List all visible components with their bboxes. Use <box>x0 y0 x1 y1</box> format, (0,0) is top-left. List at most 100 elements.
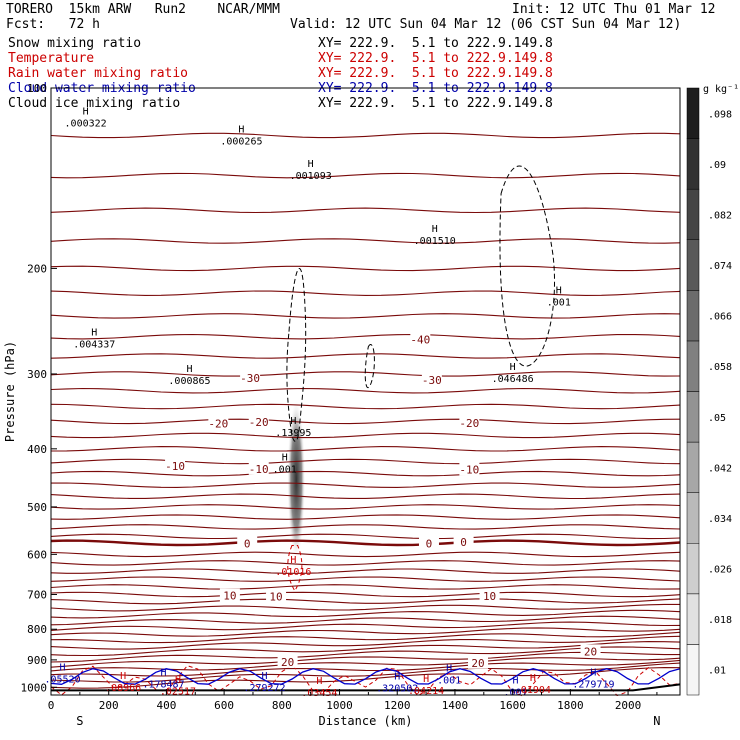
colorbar-label: .082 <box>708 210 732 221</box>
colorbar-label: .058 <box>708 362 732 373</box>
y-tick-label: 600 <box>27 548 47 561</box>
colorbar-label: .026 <box>708 565 732 576</box>
colorbar-label: .098 <box>708 109 732 120</box>
colorbar-label: .066 <box>708 312 732 323</box>
max-marker: H <box>556 286 562 297</box>
colorbar-label: .05 <box>708 413 726 424</box>
field-name-snow: Snow mixing ratio <box>8 36 142 51</box>
max-value: .01016 <box>275 567 311 578</box>
contour-label-bg <box>219 588 240 602</box>
contour-label: -20 <box>208 418 228 431</box>
contour-label: 10 <box>223 590 236 603</box>
isotherm-line <box>50 458 681 465</box>
max-marker: H <box>238 124 244 135</box>
colorbar-unit: g kg⁻¹ <box>703 84 739 95</box>
isotherm-line <box>50 576 681 582</box>
max-marker: H <box>91 328 97 339</box>
x-tick-label: 800 <box>272 699 292 712</box>
field-name-rain: Rain water mixing ratio <box>8 66 189 81</box>
isotherm-line <box>50 172 681 179</box>
isotherm-line <box>50 651 680 668</box>
isotherm-line <box>50 621 681 631</box>
max-marker: H <box>290 416 296 427</box>
isotherm-line <box>50 387 681 394</box>
max-marker: H <box>432 224 438 235</box>
contour-label: 0 <box>460 536 467 549</box>
max-marker: H <box>186 364 192 375</box>
max-marker: H <box>290 555 296 566</box>
isotherm-line <box>50 631 681 644</box>
isotherm-line <box>50 207 681 214</box>
max-marker: H <box>394 671 400 682</box>
x-tick-label: 1400 <box>442 699 469 712</box>
isotherm-line <box>50 641 681 657</box>
contour-label-bg <box>453 534 474 548</box>
max-marker: H <box>175 675 181 686</box>
isotherm-line <box>50 333 681 340</box>
contour-label: -30 <box>240 372 260 385</box>
colorbar-label: .074 <box>708 261 732 272</box>
field-name-cloud-ice: Cloud ice mixing ratio <box>8 96 181 111</box>
max-value: .001 <box>437 676 461 687</box>
contour-label: -10 <box>165 460 185 473</box>
field-xy-snow: XY= 222.9. 5.1 to 222.9.149.8 <box>318 36 553 51</box>
contour-label: -40 <box>410 334 430 347</box>
contour-label: 10 <box>269 590 282 603</box>
max-value: .05520 <box>44 675 80 686</box>
contour-label-bg <box>479 588 500 602</box>
contour-label: -10 <box>459 463 479 476</box>
isotherm-line <box>50 627 681 637</box>
isotherm-line <box>50 514 681 520</box>
isotherm-line <box>50 568 681 574</box>
contour-label-bg <box>248 461 269 475</box>
colorbar-segment <box>686 593 700 645</box>
isotherm-zero <box>50 539 681 547</box>
x-tick-label: 600 <box>214 699 234 712</box>
colorbar-segment <box>686 340 700 392</box>
max-value: .08966 <box>105 683 141 694</box>
header-valid-time: Valid: 12 UTC Sun 04 Mar 12 (06 CST Sun … <box>290 17 682 32</box>
isotherm-line <box>50 524 681 530</box>
x-tick-label: 1800 <box>557 699 584 712</box>
isotherm-line <box>50 132 681 139</box>
isotherm-line <box>50 446 681 452</box>
colorbar-segment <box>686 188 700 241</box>
cloud-ice-contour <box>499 165 556 367</box>
max-marker: H <box>530 673 536 684</box>
isotherm-line <box>50 493 681 500</box>
x-tick-label: 400 <box>156 699 176 712</box>
max-value: .004337 <box>73 340 115 351</box>
isotherm-line <box>50 313 681 319</box>
x-tick-label: 1000 <box>326 699 353 712</box>
max-value: .001 <box>547 298 571 309</box>
contour-label: -10 <box>249 463 269 476</box>
max-value: .320502 <box>376 683 418 694</box>
colorbar-segment <box>686 138 700 190</box>
y-top-label: 100 <box>27 82 47 95</box>
rain-contour <box>287 545 303 592</box>
isotherm-line <box>50 265 681 272</box>
colorbar-segment <box>686 391 700 443</box>
y-tick-label: 400 <box>27 443 47 456</box>
max-marker: H <box>316 676 322 687</box>
cloud-ice-contour <box>286 268 307 442</box>
isotherm-line <box>50 662 681 683</box>
contour-label-bg <box>165 458 186 472</box>
max-marker: H <box>308 159 314 170</box>
colorbar-label: .034 <box>708 514 732 525</box>
isotherm-line <box>50 403 681 410</box>
max-marker: H <box>510 362 516 373</box>
field-xy-temperature: XY= 222.9. 5.1 to 222.9.149.8 <box>318 51 553 66</box>
y-axis-title: Pressure (hPa) <box>3 341 17 442</box>
x-tick-label: 1600 <box>499 699 526 712</box>
max-marker: H <box>261 671 267 682</box>
colorbar-segment <box>686 441 700 493</box>
colorbar-label: .09 <box>708 160 726 171</box>
y-tick-label: 800 <box>27 623 47 636</box>
max-value: .001 <box>273 464 297 475</box>
max-value: .03454 <box>301 688 337 699</box>
contour-label: 20 <box>471 657 484 670</box>
max-marker: H <box>120 671 126 682</box>
contour-label-bg <box>580 644 601 658</box>
